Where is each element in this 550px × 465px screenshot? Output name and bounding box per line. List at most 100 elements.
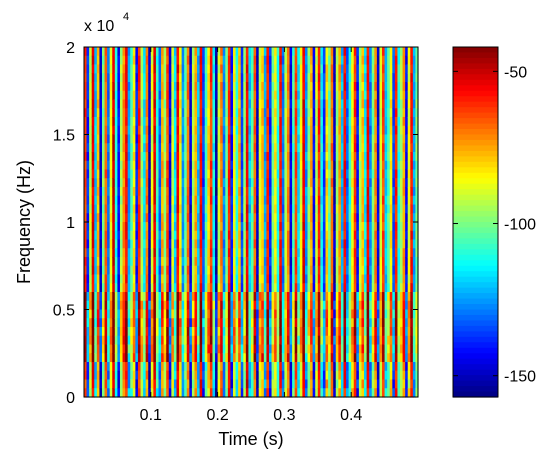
spectrogram-cell [212, 283, 216, 293]
spectrogram-cell [387, 178, 391, 188]
spectrogram-cell [89, 230, 93, 241]
spectrogram-cell [227, 222, 232, 232]
spectrogram-cell [263, 300, 268, 311]
spectrogram-cell [191, 195, 196, 206]
spectrogram-cell [402, 274, 406, 284]
spectrogram-cell [304, 283, 309, 293]
spectrogram-cell [358, 265, 363, 276]
spectrogram-cell [286, 73, 291, 83]
spectrogram-cell [114, 292, 118, 302]
spectrogram-cell [294, 283, 298, 293]
spectrogram-cell [330, 265, 334, 276]
spectrogram-cell [346, 230, 350, 241]
spectrogram-cell [358, 152, 363, 162]
spectrogram-cell [243, 274, 247, 284]
spectrogram-cell [176, 195, 180, 206]
spectrogram-cell [99, 195, 103, 206]
spectrogram-cell [292, 222, 296, 232]
spectrogram-cell [130, 178, 134, 188]
spectrogram-cell [135, 204, 139, 214]
spectrogram-cell [161, 143, 165, 153]
spectrogram-cell [276, 90, 280, 101]
spectrogram-cell [251, 292, 255, 302]
spectrogram-cell [371, 344, 375, 354]
spectrogram-cell [163, 143, 167, 153]
spectrogram-cell [335, 64, 339, 74]
spectrogram-cell [379, 370, 383, 381]
spectrogram-cell [281, 108, 285, 118]
spectrogram-cell [132, 134, 136, 144]
spectrogram-cell [114, 309, 118, 319]
spectrogram-cell [148, 309, 152, 319]
spectrogram-cell [209, 187, 214, 197]
spectrogram-cell [104, 344, 108, 354]
spectrogram-cell [243, 353, 247, 363]
spectrogram-cell [397, 292, 401, 302]
spectrogram-cell [394, 230, 399, 241]
spectrogram-cell [286, 327, 291, 337]
spectrogram-cell [289, 300, 293, 311]
spectrogram-cell [343, 388, 347, 398]
spectrogram-cell [89, 178, 93, 188]
spectrogram-cell [353, 379, 357, 389]
spectrogram-cell [222, 239, 226, 249]
spectrogram-cell [271, 213, 275, 223]
spectrogram-cell [297, 143, 301, 153]
spectrogram-cell [346, 64, 350, 74]
spectrogram-cell [197, 370, 201, 381]
spectrogram-cell [84, 283, 88, 293]
spectrogram-cell [353, 300, 357, 311]
spectrogram-cell [204, 99, 208, 109]
spectrogram-cell [99, 134, 103, 144]
spectrogram-cell [356, 370, 360, 381]
spectrogram-cell [101, 335, 106, 346]
spectrogram-cell [240, 125, 244, 136]
spectrogram-cell [356, 379, 360, 389]
spectrogram-cell [171, 309, 175, 319]
spectrogram-cell [117, 353, 121, 363]
spectrogram-cell [199, 379, 203, 389]
spectrogram-cell [191, 388, 196, 398]
spectrogram-cell [173, 379, 178, 389]
spectrogram-cell [132, 370, 136, 381]
spectrogram-cell [397, 353, 401, 363]
spectrogram-cell [371, 283, 375, 293]
spectrogram-cell [248, 169, 252, 179]
spectrogram-cell [109, 344, 113, 354]
spectrogram-cell [166, 64, 170, 74]
spectrogram-cell [379, 309, 383, 319]
spectrogram-cell [143, 257, 147, 267]
spectrogram-cell [186, 47, 190, 57]
spectrogram-cell [397, 283, 401, 293]
spectrogram-cell [333, 204, 337, 214]
spectrogram-cell [199, 204, 203, 214]
spectrogram-cell [176, 318, 180, 328]
spectrogram-cell [173, 213, 178, 223]
spectrogram-cell [235, 47, 239, 57]
spectrogram-cell [325, 152, 329, 162]
spectrogram-cell [166, 309, 170, 319]
spectrogram-cell [194, 239, 198, 249]
spectrogram-cell [274, 195, 278, 206]
spectrogram-cell [253, 379, 257, 389]
spectrogram-cell [225, 169, 229, 179]
spectrogram-cell [181, 292, 185, 302]
spectrogram-cell [297, 362, 301, 372]
spectrogram-cell [204, 327, 208, 337]
spectrogram-cell [251, 309, 255, 319]
spectrogram-cell [351, 239, 355, 249]
spectrogram-cell [299, 283, 303, 293]
spectrogram-cell [161, 362, 165, 372]
spectrogram-cell [186, 73, 190, 83]
spectrogram-cell [294, 292, 298, 302]
spectrogram-cell [225, 388, 229, 398]
spectrogram-cell [402, 47, 406, 57]
spectrogram-cell [161, 169, 165, 179]
spectrogram-cell [143, 64, 147, 74]
spectrogram-cell [317, 248, 321, 258]
spectrogram-cell [243, 222, 247, 232]
spectrogram-cell [107, 99, 111, 109]
spectrogram-cell [191, 257, 196, 267]
spectrogram-cell [292, 90, 296, 101]
spectrogram-cell [215, 362, 219, 372]
